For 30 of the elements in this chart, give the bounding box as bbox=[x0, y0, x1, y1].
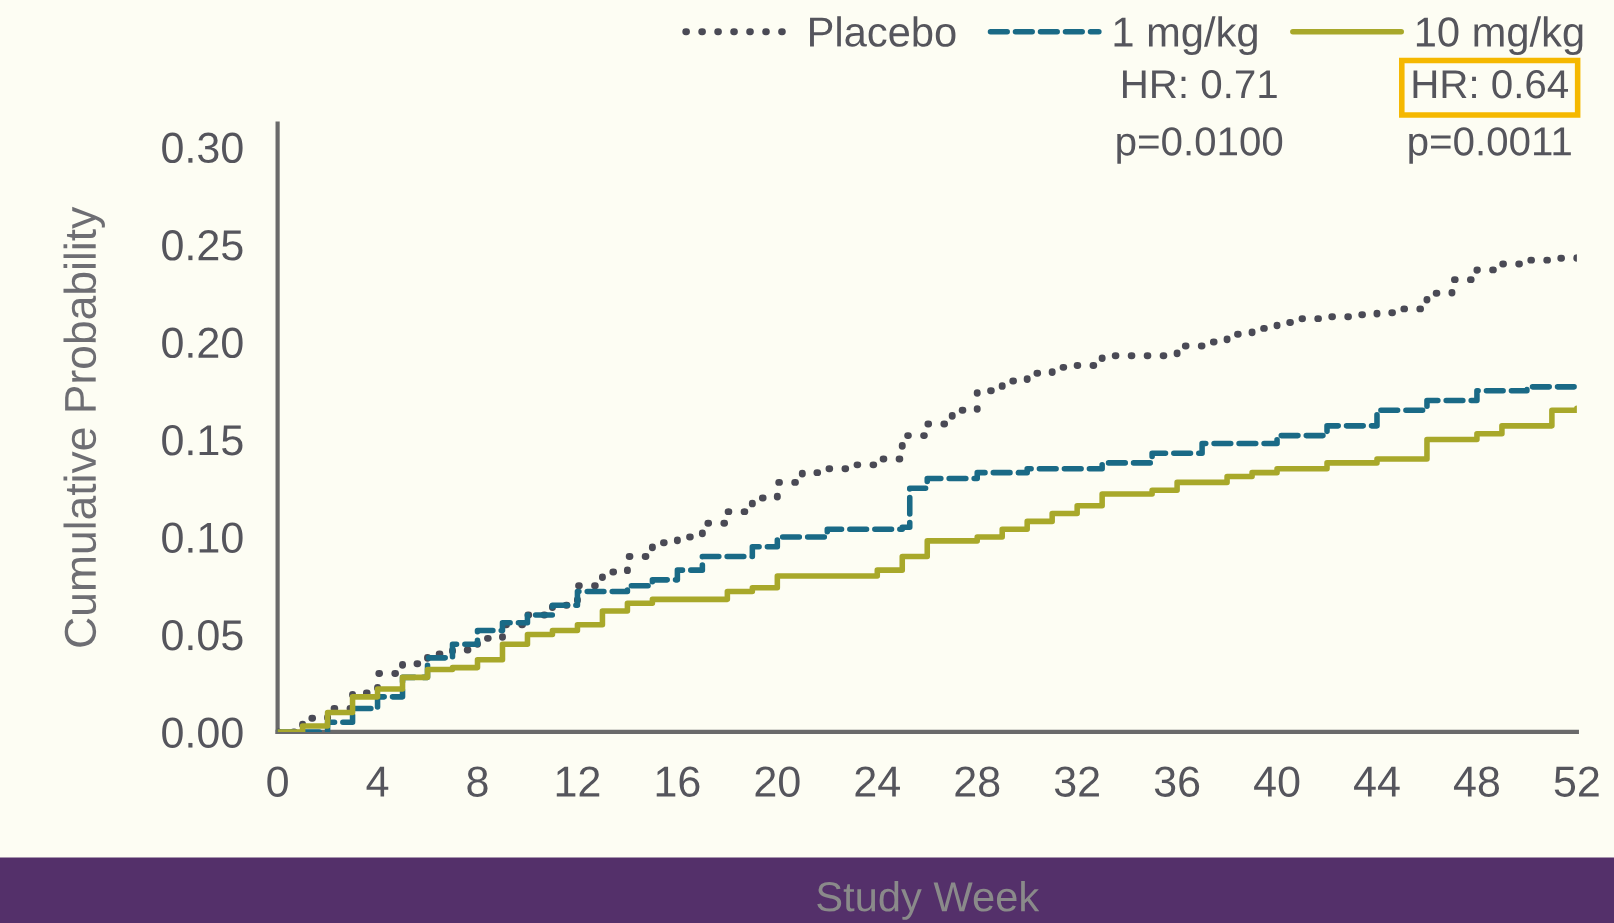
x-tick-label: 16 bbox=[656, 766, 700, 797]
annotation: p=0.0011 bbox=[1409, 127, 1571, 164]
x-tick-label: 48 bbox=[1453, 766, 1500, 797]
legend-label: 10 mg/kg bbox=[1416, 16, 1583, 56]
x-tick-label: 44 bbox=[1354, 766, 1400, 797]
x-tick-label: 52 bbox=[1554, 766, 1599, 797]
y-axis-title: Cumulative Probability bbox=[63, 206, 105, 647]
x-tick-label: 12 bbox=[556, 766, 600, 797]
y-tick-label: 0.00 bbox=[162, 717, 243, 748]
x-tick-label: 36 bbox=[1154, 766, 1200, 797]
y-tick-label: 0.05 bbox=[162, 620, 243, 651]
x-tick-label: 32 bbox=[1054, 766, 1099, 797]
x-tick-label: 20 bbox=[755, 766, 800, 797]
text: HR: 0.71 bbox=[1123, 69, 1277, 99]
legend-label: 1 mg/kg bbox=[1114, 16, 1257, 56]
y-tick-label: 0.25 bbox=[162, 230, 243, 261]
x-tick-label: 4 bbox=[366, 766, 389, 797]
x-tick-label: 40 bbox=[1254, 766, 1300, 797]
legend-label: Placebo bbox=[810, 16, 956, 47]
x-axis-title: Study Week bbox=[817, 880, 1040, 920]
y-tick-label: 0.15 bbox=[162, 425, 243, 456]
x-tick-label: 8 bbox=[467, 766, 488, 797]
x-tick-label: 24 bbox=[855, 766, 900, 797]
x-tick-label: 28 bbox=[955, 766, 1000, 797]
y-tick-label: 0.20 bbox=[162, 327, 243, 359]
y-tick-label: 0.30 bbox=[162, 132, 243, 164]
annotation: p=0.0100 bbox=[1117, 127, 1283, 164]
x-tick-label: 0 bbox=[267, 766, 288, 797]
text: HR: 0.64 bbox=[1413, 69, 1569, 99]
y-tick-label: 0.10 bbox=[162, 522, 243, 554]
